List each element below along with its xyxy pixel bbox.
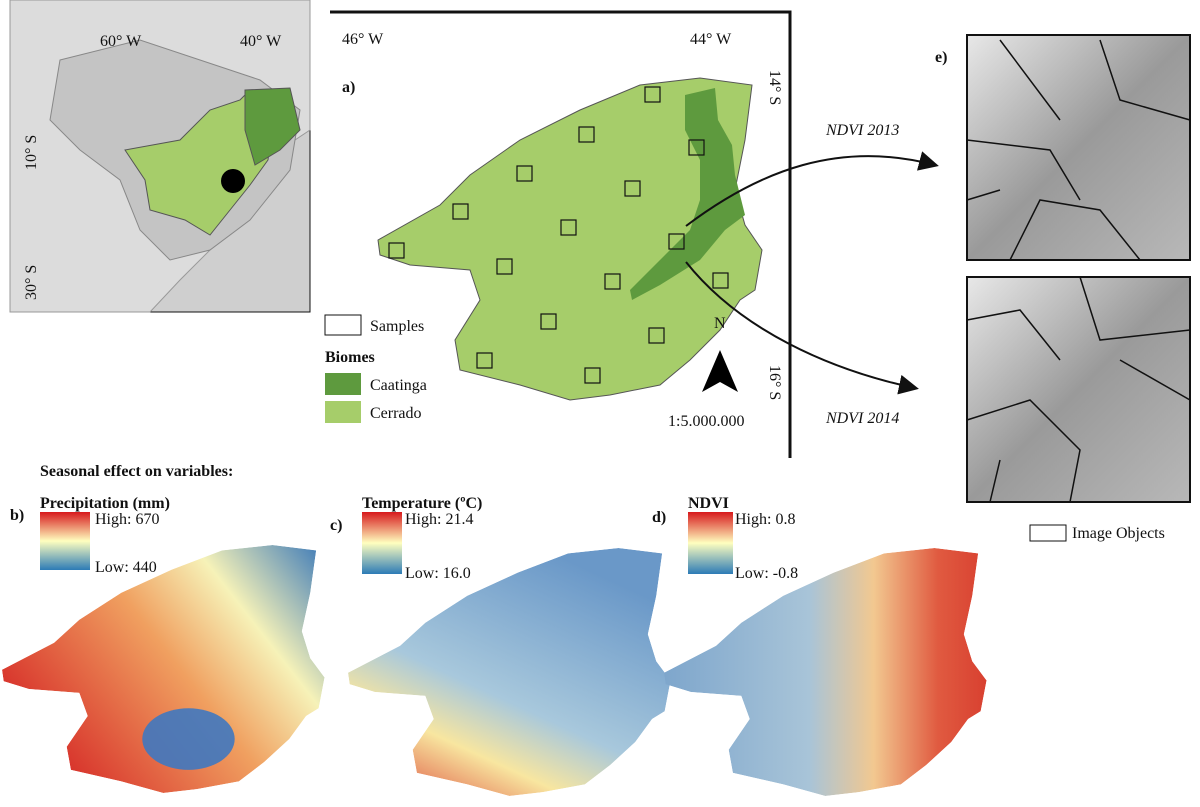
lat-label: 30° S xyxy=(23,265,40,300)
scale: 1:5.000.000 xyxy=(668,413,744,430)
lon-label: 44° W xyxy=(690,31,732,48)
panel-label: a) xyxy=(342,79,355,96)
panel-label: d) xyxy=(652,509,666,526)
panel-label: c) xyxy=(330,517,342,534)
lon-label: 46° W xyxy=(342,31,384,48)
study-area-map: 46° W 44° W 14° S 16° S a) N 1:5.000.000… xyxy=(325,12,790,458)
legend-label: Cerrado xyxy=(370,405,422,422)
variable-name: Precipitation (mm) xyxy=(40,495,170,512)
seasonal-panels: Seasonal effect on variables: b) Precipi… xyxy=(2,463,987,796)
lat-label: 10° S xyxy=(23,135,40,170)
legend-label: Image Objects xyxy=(1072,525,1165,542)
legend-label: Samples xyxy=(370,318,424,335)
lon-label: 40° W xyxy=(240,33,282,50)
low-label: Low: 16.0 xyxy=(405,565,471,582)
north-label: N xyxy=(714,315,726,332)
ndvi-images: NDVI 2013 NDVI 2014 e) Image Objects xyxy=(686,35,1190,542)
legend-label: Caatinga xyxy=(370,377,427,394)
lat-label: 14° S xyxy=(766,70,783,105)
low-label: Low: -0.8 xyxy=(735,565,798,582)
arrow-label: NDVI 2014 xyxy=(825,410,899,427)
arrow-label: NDVI 2013 xyxy=(825,122,899,139)
figure: 60° W 40° W 10° S 30° S 46° W 44° W 14° … xyxy=(0,0,1200,807)
panel-label: e) xyxy=(935,49,947,66)
lon-label: 60° W xyxy=(100,33,142,50)
high-label: High: 0.8 xyxy=(735,511,795,528)
panel-label: b) xyxy=(10,507,24,524)
lat-label: 16° S xyxy=(766,365,783,400)
high-label: High: 21.4 xyxy=(405,511,473,528)
legend-title: Biomes xyxy=(325,349,375,366)
inset-map: 60° W 40° W 10° S 30° S xyxy=(10,0,310,312)
high-label: High: 670 xyxy=(95,511,159,528)
variable-name: NDVI xyxy=(688,495,729,512)
low-label: Low: 440 xyxy=(95,559,157,576)
variable-name: Temperature (ºC) xyxy=(362,495,482,512)
section-title: Seasonal effect on variables: xyxy=(40,463,233,480)
